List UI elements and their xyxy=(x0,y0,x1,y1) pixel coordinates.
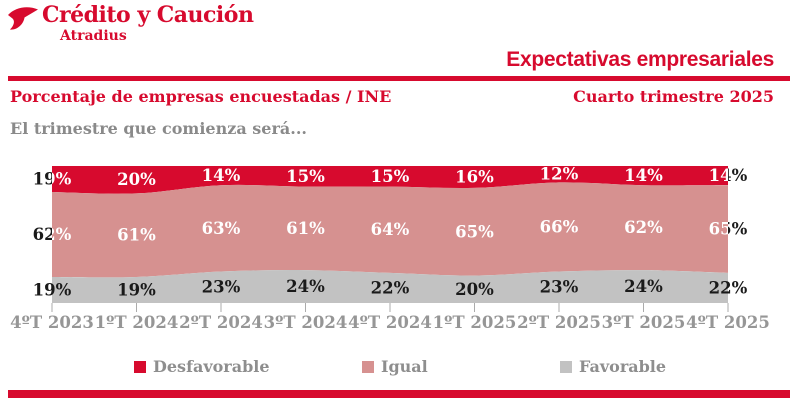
page-title: Expectativas empresariales xyxy=(506,48,774,71)
value-label-igual: 65% xyxy=(455,222,494,241)
value-label-favorable: 22% xyxy=(709,278,748,297)
header-divider xyxy=(8,76,790,81)
value-label-favorable: 19% xyxy=(117,280,156,299)
logo-title: Crédito y Caución xyxy=(42,2,254,28)
value-label-desfavorable: 19% xyxy=(33,170,72,189)
value-label-favorable: 22% xyxy=(371,278,410,297)
value-label-desfavorable: 14% xyxy=(709,166,748,185)
legend-item-desfavorable: Desfavorable xyxy=(134,359,270,375)
x-axis-label: 1ºT 2025 xyxy=(433,313,517,332)
value-label-favorable: 19% xyxy=(33,280,72,299)
x-axis-label: 4ºT 2024 xyxy=(348,313,432,332)
area-favorable xyxy=(52,270,728,303)
value-label-desfavorable: 15% xyxy=(371,167,410,186)
source-subtitle: Porcentaje de empresas encuestadas / INE xyxy=(10,87,392,106)
x-axis-label: 3ºT 2025 xyxy=(602,313,686,332)
legend-item-igual: Igual xyxy=(362,359,428,375)
value-label-overflow: 14% xyxy=(709,166,748,185)
value-label-igual: 62% xyxy=(624,218,663,237)
x-axis-label: 2ºT 2025 xyxy=(517,313,601,332)
footer-bar xyxy=(8,390,790,398)
x-axis-label: 2ºT 2024 xyxy=(179,313,263,332)
value-label-desfavorable: 12% xyxy=(540,165,579,184)
credito-y-caucion-logo-icon xyxy=(8,7,38,30)
value-label-overflow: 65% xyxy=(709,220,748,239)
value-label-overflow: 19% xyxy=(33,170,72,189)
logo-bird-shape xyxy=(8,7,38,30)
value-label-favorable: 23% xyxy=(540,278,579,297)
legend-label-desfavorable: Desfavorable xyxy=(153,357,270,376)
value-label-igual: 64% xyxy=(371,220,410,239)
value-label-favorable: 24% xyxy=(286,277,325,296)
favorable-swatch-icon xyxy=(560,361,572,373)
value-label-igual: 62% xyxy=(33,225,72,244)
value-label-desfavorable: 16% xyxy=(455,167,494,186)
edge-label-overlay: 14% 65% xyxy=(709,166,748,239)
desfavorable-swatch-icon xyxy=(134,361,146,373)
period-subtitle: Cuarto trimestre 2025 xyxy=(573,87,774,106)
value-label-favorable: 24% xyxy=(624,277,663,296)
x-axis-label: 1ºT 2024 xyxy=(95,313,179,332)
legend-label-favorable: Favorable xyxy=(579,357,667,376)
area-desfavorable xyxy=(52,166,728,194)
value-label-igual: 66% xyxy=(540,217,579,236)
value-label-desfavorable: 15% xyxy=(286,167,325,186)
value-label-igual: 63% xyxy=(202,219,241,238)
igual-swatch-icon xyxy=(362,361,374,373)
value-label-desfavorable: 14% xyxy=(202,166,241,185)
legend-label-igual: Igual xyxy=(381,357,428,376)
value-label-igual: 61% xyxy=(286,219,325,238)
legend-item-favorable: Favorable xyxy=(560,359,666,375)
x-axis-label: 3ºT 2024 xyxy=(264,313,348,332)
value-label-overflow: 62% xyxy=(33,225,72,244)
x-axis-label: 4ºT 2025 xyxy=(686,313,770,332)
value-label-favorable: 20% xyxy=(455,280,494,299)
chart-question-label: El trimestre que comienza será... xyxy=(10,119,307,138)
value-label-favorable: 23% xyxy=(202,278,241,297)
area-igual xyxy=(52,182,728,278)
value-label-igual: 61% xyxy=(117,226,156,245)
logo-subtitle: Atradius xyxy=(60,28,127,44)
edge-label-overlay: 19% 62% xyxy=(33,170,72,244)
x-axis-label: 4ºT 2023 xyxy=(10,313,94,332)
value-label-desfavorable: 20% xyxy=(117,170,156,189)
value-label-igual: 65% xyxy=(709,220,748,239)
value-label-desfavorable: 14% xyxy=(624,166,663,185)
